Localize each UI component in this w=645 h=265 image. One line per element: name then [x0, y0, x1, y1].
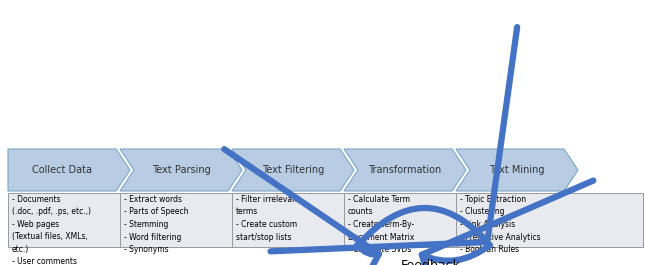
Bar — [232, 193, 344, 247]
Text: - Documents
(.doc, .pdf, .ps, etc.,)
- Web pages
(Textual files, XMLs,
etc.)
- U: - Documents (.doc, .pdf, .ps, etc.,) - W… — [12, 195, 91, 265]
Text: - Calculate Term
counts
- Create Term-By-
Document Matrix
- Calculate SVDs: - Calculate Term counts - Create Term-By… — [348, 195, 414, 254]
Text: Feedback: Feedback — [401, 259, 461, 265]
Bar — [456, 193, 643, 247]
Text: Transformation: Transformation — [368, 165, 442, 175]
Text: Text Mining: Text Mining — [490, 165, 545, 175]
Text: Collect Data: Collect Data — [32, 165, 92, 175]
Text: Text Filtering: Text Filtering — [262, 165, 324, 175]
Bar — [344, 193, 456, 247]
Bar — [8, 193, 120, 247]
Polygon shape — [120, 149, 242, 191]
Text: - Topic Extraction
- Clustering
- Link Analysis
- Predictive Analytics
- Boolean: - Topic Extraction - Clustering - Link A… — [460, 195, 541, 254]
Polygon shape — [344, 149, 466, 191]
Bar — [120, 193, 232, 247]
Text: Text Parsing: Text Parsing — [152, 165, 210, 175]
Text: - Extract words
- Parts of Speech
- Stemming
- Word filtering
- Synonyms: - Extract words - Parts of Speech - Stem… — [124, 195, 188, 254]
Polygon shape — [8, 149, 130, 191]
Text: - Filter irrelevant
terms
- Create custom
start/stop lists: - Filter irrelevant terms - Create custo… — [236, 195, 300, 241]
Polygon shape — [456, 149, 578, 191]
Polygon shape — [232, 149, 354, 191]
